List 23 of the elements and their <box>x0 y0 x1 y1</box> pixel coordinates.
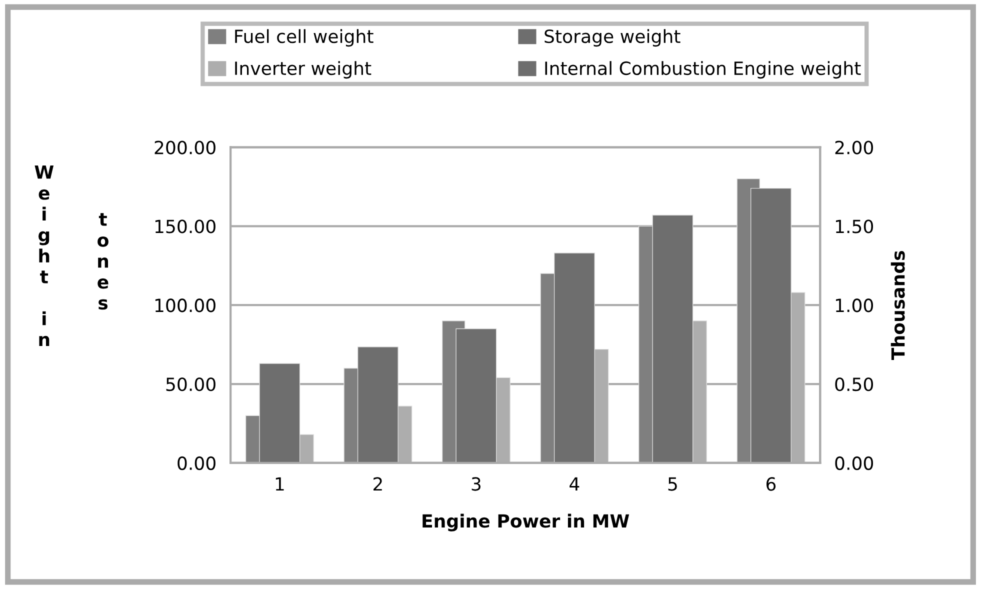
y-tick-label: 50.00 <box>166 377 216 392</box>
x-tick-label: 2 <box>374 477 382 491</box>
y-tick-label: 200.00 <box>154 140 216 154</box>
legend-label: Storage weight <box>544 29 680 47</box>
legend-label: Inverter weight <box>235 61 372 79</box>
y-tick-label: 0.00 <box>178 456 216 470</box>
y2-tick-label: 1.00 <box>836 298 874 312</box>
x-tick-label: 1 <box>276 477 284 491</box>
x-tick-label: 6 <box>766 477 776 491</box>
x-axis-title: Engine Power in MW <box>422 514 630 532</box>
legend-label: Fuel cell weight <box>235 29 374 47</box>
y2-tick-label: 2.00 <box>835 140 874 154</box>
x-tick-label: 5 <box>668 477 677 491</box>
x-tick-label: 4 <box>570 477 580 491</box>
y2-axis-title: Thousands <box>890 251 905 360</box>
y-tick-label: 100.00 <box>155 298 216 312</box>
y2-tick-label: 0.00 <box>835 456 874 470</box>
x-tick-label: 3 <box>472 477 480 491</box>
y2-tick-label: 0.50 <box>835 377 874 392</box>
y-tick-label: 150.00 <box>155 220 216 234</box>
text: Weight in tones <box>34 165 108 346</box>
y2-tick-label: 1.50 <box>836 220 874 234</box>
legend-label: Internal Combustion Engine weight <box>545 61 861 79</box>
